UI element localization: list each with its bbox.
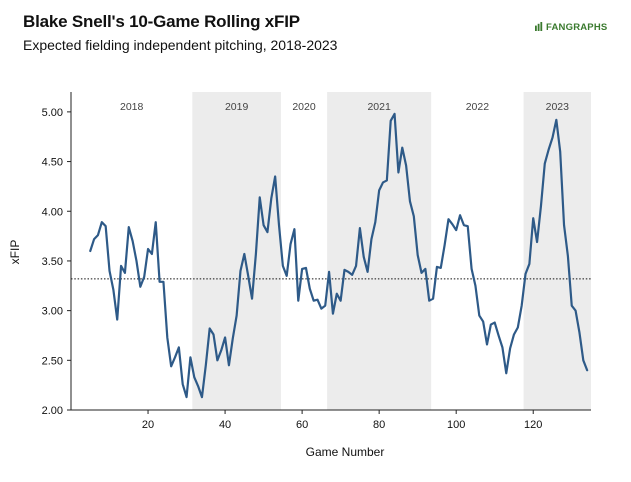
fangraphs-leaf-icon: [535, 22, 543, 31]
season-labels: 2018 2019 2020 2021 2022 2023: [120, 101, 569, 113]
season-band-2021: [327, 92, 432, 410]
y-tick-label: 5.00: [42, 107, 63, 119]
x-tick-label: 80: [373, 419, 385, 431]
season-label-2021: 2021: [367, 101, 391, 113]
season-label-2023: 2023: [546, 101, 570, 113]
season-label-2020: 2020: [292, 101, 316, 113]
x-axis-label: Game Number: [306, 445, 385, 459]
season-label-2022: 2022: [466, 101, 490, 113]
chart-title: Blake Snell's 10-Game Rolling xFIP: [23, 12, 300, 31]
y-tick-label: 4.00: [42, 206, 63, 218]
xfip-series-line: [89, 112, 589, 399]
y-tick-label: 2.00: [42, 405, 63, 417]
series-layer: [89, 112, 589, 399]
season-band-2023: [523, 92, 591, 410]
axes: 2.00 2.50 3.00 3.50 4.00 4.50 5.00 20 40 60 80 100 1…: [42, 92, 591, 431]
y-tick-label: 2.50: [42, 355, 63, 367]
x-tick-label: 100: [447, 419, 465, 431]
x-tick-label: 120: [524, 419, 542, 431]
season-label-2018: 2018: [120, 101, 144, 113]
y-axis-label: xFIP: [8, 240, 22, 265]
y-tick-label: 3.00: [42, 306, 63, 318]
x-tick-label: 40: [219, 419, 231, 431]
y-tick-label: 4.50: [42, 157, 63, 169]
x-tick-label: 60: [296, 419, 308, 431]
chart-subtitle: Expected fielding independent pitching, …: [23, 37, 338, 53]
y-tick-label: 3.50: [42, 256, 63, 268]
fangraphs-logo: FANGRAPHS: [535, 22, 607, 33]
season-label-2019: 2019: [225, 101, 249, 113]
logo-text: FANGRAPHS: [546, 22, 608, 33]
x-tick-label: 20: [142, 419, 154, 431]
